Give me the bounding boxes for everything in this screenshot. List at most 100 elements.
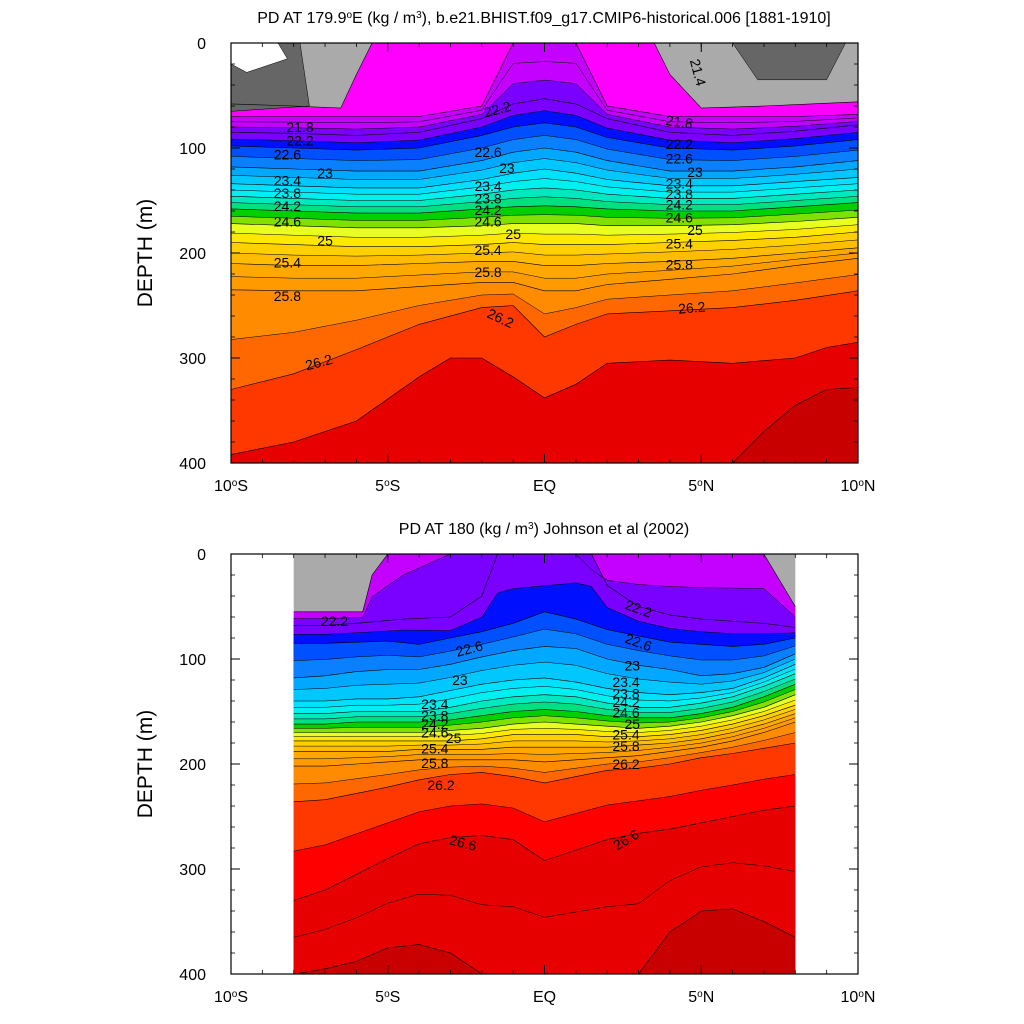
panel-top-contour-label: 22.6 [474,144,501,160]
panel-top-contour-label: 24.2 [474,202,501,218]
panel-top-contour-label: 24.2 [274,198,301,214]
panel-top-ylabel: DEPTH (m) [134,199,157,308]
panel-bottom-subline-7-1 [293,699,796,737]
panel-top-subline-5-1 [231,178,858,195]
panel-top-contour-25.4 [231,247,858,266]
panel-bottom-xtick-label: 10oN [841,989,876,1007]
panel-top-contour-27 [732,387,858,463]
panel-top-contour-25.8 [231,258,858,292]
panel-top-contour-21.6 [231,43,858,117]
panel-top-subline-1-2 [231,79,858,130]
panel-bottom-contour-label: 23 [625,657,641,673]
panel-bottom-contour-24.6 [293,694,796,733]
panel-bottom-contour-25 [293,704,796,742]
panel-top-subline-2-1 [231,110,858,144]
panel-bottom-contour-label: 23 [452,672,468,688]
panel-top-subline-8-1 [231,224,858,238]
panel-top-subline-9-1 [231,239,858,257]
panel-bottom-subline-9-1 [293,717,796,760]
panel-bottom-contour-label: 26.6 [448,832,479,855]
panel-top-contour-label: 25.4 [274,254,301,270]
panel-bottom-ytick-label: 300 [179,862,206,879]
panel-top-contour-label: 26.2 [678,298,707,316]
panel-top-patch-2 [231,43,288,73]
panel-bottom-subline-0-1 [293,554,796,619]
panel-top-contour-label: 21.8 [286,119,313,135]
panel-bottom: PD AT 180 (kg / m3) Johnson et al (2002)… [134,521,875,1007]
panel-bottom-contour-label: 25.8 [421,755,448,771]
panel-top-contour-label: 23.4 [474,178,501,194]
panel-top-ytick-label: 200 [179,246,206,263]
panel-top-patch-1 [732,43,846,81]
panel-top-contour-24.2 [231,202,858,214]
panel-top-contour-label: 22.2 [666,136,693,152]
panel-top-contour-22.2 [231,98,858,136]
panel-top-contour-label: 24.6 [666,209,693,225]
panel-bottom-contour-lines [293,554,796,974]
panel-bottom-contour-label: 26.2 [612,756,639,772]
panel-bottom-contour-label: 24.6 [421,725,448,741]
panel-bottom-contour-26.6 [293,805,796,901]
panel-top-axes: 0 100 200 300 400 10oS 5oS EQ 5oN 10oN [179,36,875,495]
panel-bottom-contour-label: 24.6 [612,705,639,721]
panel-top-ytick-label: 100 [179,141,206,158]
panel-top-contour-23.4 [231,168,858,189]
panel-bottom-ytick-label: 0 [197,547,206,564]
panel-bottom-fills [293,554,796,974]
panel-top-title: PD AT 179.9oE (kg / m3), b.e21.BHIST.f09… [257,10,831,28]
panel-bottom-subline-2-1 [293,628,796,661]
panel-bottom-ytick-label: 200 [179,757,206,774]
panel-top-contour-label: 22.2 [286,133,313,149]
panel-top-contour-label: 22.6 [274,146,301,162]
panel-bottom-contour-27 [293,908,796,974]
panel-bottom-contour-label: 25.8 [612,738,639,754]
panel-top-fills [231,43,858,463]
panel-top-contour-23 [231,147,858,172]
panel-top-contour-25 [231,231,858,247]
panel-top-contour-label: 24.6 [474,214,501,230]
panel-bottom-subline-4-1 [293,668,796,708]
panel-top-contour-23.8 [231,187,858,201]
panel-top-contour-label: 23.4 [274,173,301,189]
panel-bottom-contour-24.2 [293,683,796,725]
panel-top-contour-label: 22.2 [482,98,513,121]
panel-top-contour-22.6 [231,122,858,151]
panel-bottom-subline-8-1 [293,709,796,747]
panel-bottom-contour-25.4 [293,713,796,752]
panel-top-contour-21.2 [231,43,858,109]
panel-top-contour-label: 25 [317,232,333,248]
panel-top-contour-label: 23.8 [666,186,693,202]
panel-top-xtick-label: EQ [533,478,556,495]
panel-top-subline-1-1 [231,61,858,124]
panel-bottom-contour-label: 25 [625,716,641,732]
panel-top: PD AT 179.9oE (kg / m3), b.e21.BHIST.f09… [134,10,875,496]
panel-bottom-xtick-label: EQ [533,989,556,1006]
panel-top-contour-label: 25.4 [666,236,693,252]
panel-top-xtick-label: 10oS [214,478,248,496]
panel-top-contour-26.6 [231,342,858,455]
panel-top-xtick-label: 10oN [841,478,876,496]
panel-top-ytick-label: 0 [197,36,206,53]
panel-bottom-contour-23.4 [293,664,796,702]
panel-bottom-contour-22.2 [293,554,796,628]
panel-top-xtick-label: 5oN [688,478,714,496]
panel-top-contour-label: 24.2 [666,197,693,213]
panel-bottom-ytick-label: 400 [179,967,206,984]
panel-bottom-ytick-label: 100 [179,652,206,669]
panel-bottom-contour-label: 23.4 [612,674,639,690]
panel-top-xtick-label: 5oS [375,478,400,496]
panel-top-contour-24.6 [231,217,858,229]
panel-top-contour-label: 26.2 [304,351,335,374]
panel-top-contour-label: 21.4 [687,57,710,88]
panel-bottom-axes: 0 100 200 300 400 10oS 5oS EQ 5oN 10oN [179,547,875,1006]
panel-top-contour-label: 23 [499,160,515,176]
panel-bottom-contour-label: 25.4 [612,727,639,743]
panel-top-contour-label: 23.8 [274,185,301,201]
panel-bottom-contour-label: 25.4 [421,740,448,756]
panel-top-subline-11-1 [231,274,858,340]
panel-top-contour-label: 23 [687,164,703,180]
panel-bottom-contour-23 [293,646,796,679]
panel-top-subline-6-1 [231,196,858,208]
panel-bottom-band-13 [293,908,796,974]
